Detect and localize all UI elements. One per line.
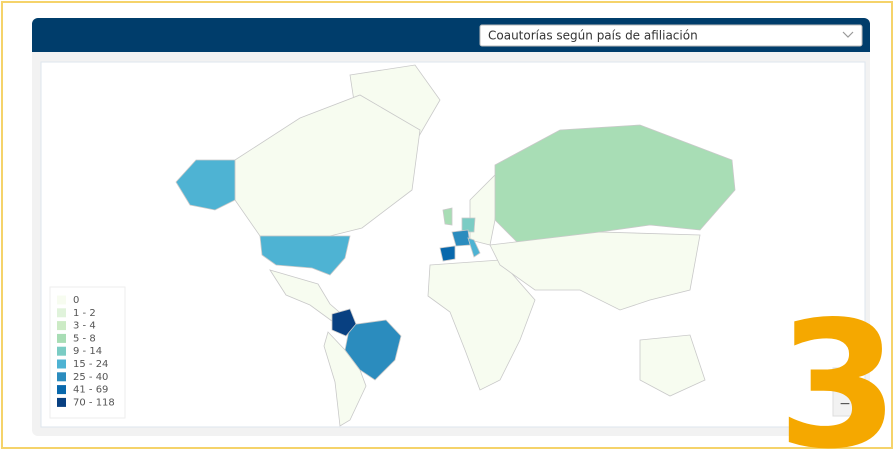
usa[interactable] <box>259 235 351 276</box>
africa[interactable] <box>427 259 536 391</box>
alaska[interactable] <box>175 159 236 211</box>
badge-number: 3 <box>777 285 895 466</box>
legend-swatch <box>57 372 66 382</box>
legend-swatch <box>57 321 66 331</box>
colombia[interactable] <box>331 308 357 337</box>
canada[interactable] <box>234 94 421 237</box>
chevron <box>842 31 854 38</box>
zoom-controls: + − <box>832 367 858 417</box>
germany[interactable] <box>461 217 476 233</box>
brazil[interactable] <box>344 319 402 381</box>
legend-label: 3 - 4 <box>73 321 96 332</box>
australia[interactable] <box>639 334 706 397</box>
legend: 0 1 - 2 3 - 45 - 8 9 - 14 15 - 24 25 - 40 41 -… <box>49 286 126 419</box>
legend-label: 15 - 24 <box>73 359 108 370</box>
asia[interactable] <box>489 231 701 311</box>
legend-label: 70 - 118 <box>73 397 115 408</box>
uk[interactable] <box>442 207 453 226</box>
legend-label: 1 - 2 <box>73 308 96 319</box>
legend-swatch <box>57 333 66 343</box>
dropdown-label: Coautorías según país de afiliación <box>488 29 698 43</box>
zoom-out[interactable]: − <box>839 396 851 412</box>
italy[interactable] <box>467 237 481 258</box>
dropdown-box[interactable] <box>479 24 863 47</box>
legend-swatch <box>57 295 66 305</box>
russia[interactable] <box>494 124 736 246</box>
zoom-in[interactable]: + <box>839 372 851 388</box>
zoom-box <box>832 367 858 417</box>
world-map <box>175 64 736 427</box>
map-area <box>40 61 866 428</box>
legend-swatch <box>57 346 66 356</box>
legend-label: 25 - 40 <box>73 372 108 383</box>
legend-swatch <box>57 397 66 407</box>
legend-swatch <box>57 359 66 369</box>
legend-label: 0 <box>73 295 79 306</box>
legend-label: 5 - 8 <box>73 333 96 344</box>
spain[interactable] <box>439 245 456 262</box>
legend-label: 9 - 14 <box>73 346 102 357</box>
legend-swatch <box>57 308 66 318</box>
legend-label: 41 - 69 <box>73 385 108 396</box>
legend-swatch <box>57 385 66 395</box>
dropdown[interactable]: Coautorías según país de afiliación <box>479 24 863 47</box>
